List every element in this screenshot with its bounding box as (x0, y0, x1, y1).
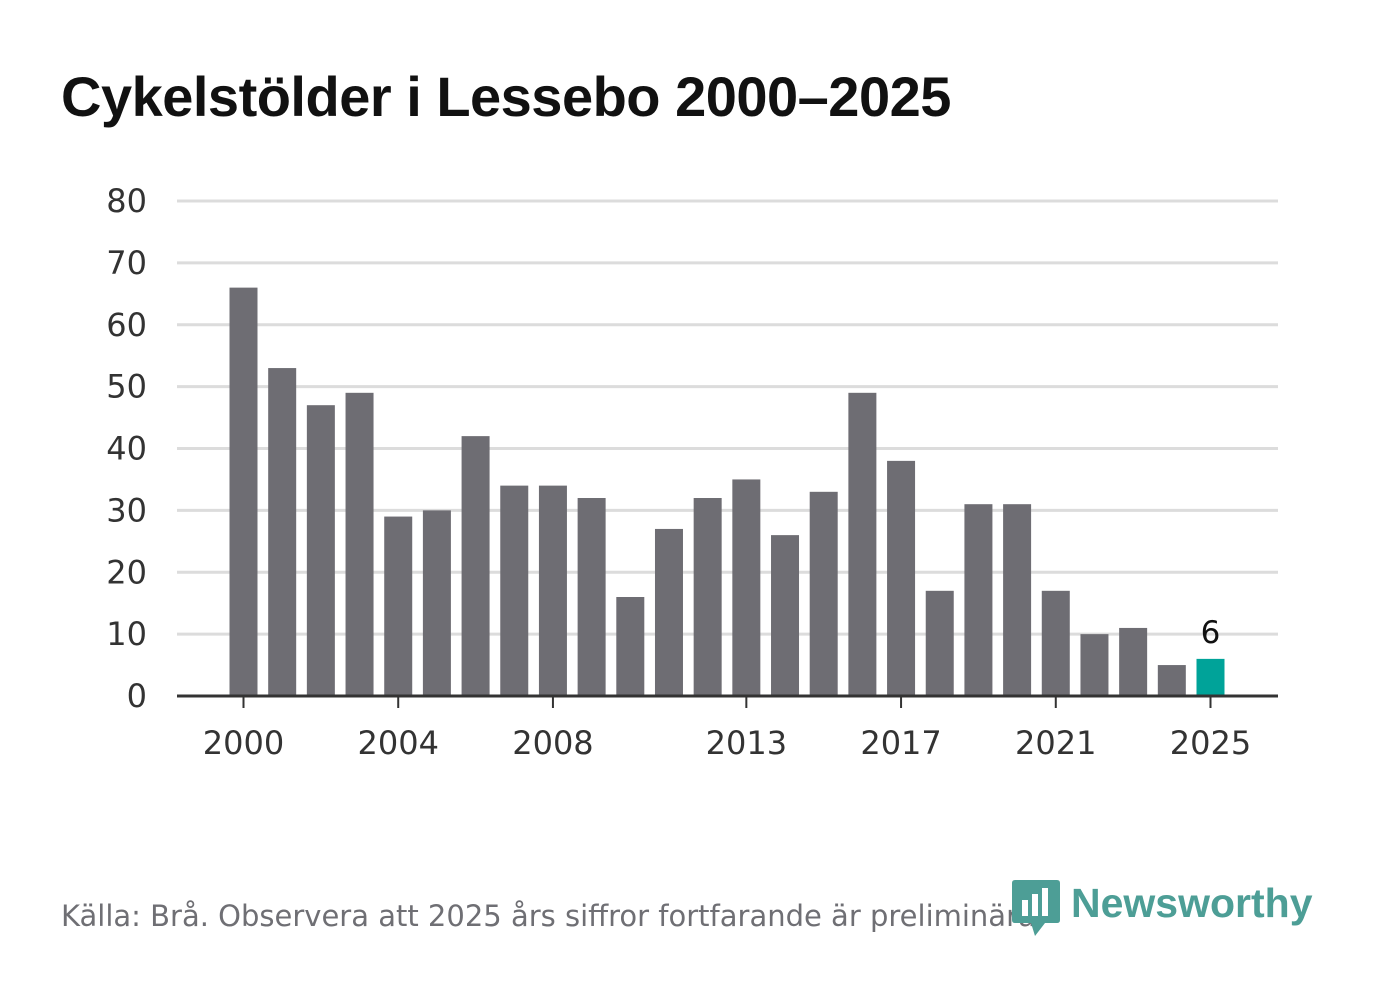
y-tick-label: 0 (127, 677, 147, 715)
annotations: 6 (1201, 615, 1221, 651)
bar-2009 (577, 498, 606, 696)
newsworthy-logo-icon (1012, 880, 1060, 936)
bar-2024 (1157, 665, 1186, 696)
bar-2006 (461, 436, 490, 696)
bar-2022 (1080, 634, 1109, 696)
x-tick-label: 2008 (512, 724, 593, 762)
y-tick-label: 10 (106, 615, 147, 653)
bar-2005 (422, 510, 451, 696)
y-tick-label: 80 (106, 182, 147, 220)
bar-2002 (306, 405, 335, 696)
y-tick-label: 50 (106, 368, 147, 406)
bar-2018 (925, 590, 954, 696)
x-tick-label: 2004 (358, 724, 439, 762)
chart-title: Cykelstölder i Lessebo 2000–2025 (61, 65, 951, 128)
bar-2008 (538, 485, 567, 696)
bar-2010 (616, 597, 645, 696)
x-tick-label: 2000 (203, 724, 284, 762)
y-tick-label: 30 (106, 491, 147, 529)
y-tick-label: 40 (106, 430, 147, 468)
brand-name: Newsworthy (1071, 880, 1313, 926)
bar-2000 (229, 287, 258, 696)
bar-2016 (848, 392, 877, 696)
bar-2021 (1041, 590, 1070, 696)
y-tick-label: 70 (106, 244, 147, 282)
bar-2020 (1003, 504, 1032, 696)
bar-2015 (809, 491, 838, 696)
gridlines (177, 199, 1278, 636)
bar-2007 (500, 485, 529, 696)
y-tick-label: 20 (106, 553, 147, 591)
y-axis-ticks: 0 10 20 30 40 50 60 70 80 (106, 182, 147, 715)
bar-2012 (693, 498, 722, 696)
bar-2001 (268, 368, 297, 696)
y-tick-label: 60 (106, 306, 147, 344)
source-note: Källa: Brå. Observera att 2025 års siffr… (61, 899, 1045, 933)
bar-2023 (1119, 627, 1148, 696)
x-tick-label: 2017 (860, 724, 941, 762)
bar-2014 (771, 535, 800, 696)
bar-2019 (964, 504, 993, 696)
bar-2011 (654, 528, 683, 696)
bar-2017 (887, 460, 916, 696)
bars (229, 287, 1225, 696)
bar-2025 (1196, 658, 1225, 696)
bar-2004 (384, 516, 413, 696)
brand-logo: Newsworthy (1011, 878, 1313, 938)
x-tick-label: 2021 (1015, 724, 1096, 762)
x-tick-label: 2013 (706, 724, 787, 762)
x-axis-ticks: 2000 2004 2008 2013 2017 2021 2025 (203, 696, 1251, 762)
x-tick-label: 2025 (1170, 724, 1251, 762)
bar-2013 (732, 479, 761, 696)
bar-2003 (345, 392, 374, 696)
data-label-2025: 6 (1201, 615, 1221, 651)
